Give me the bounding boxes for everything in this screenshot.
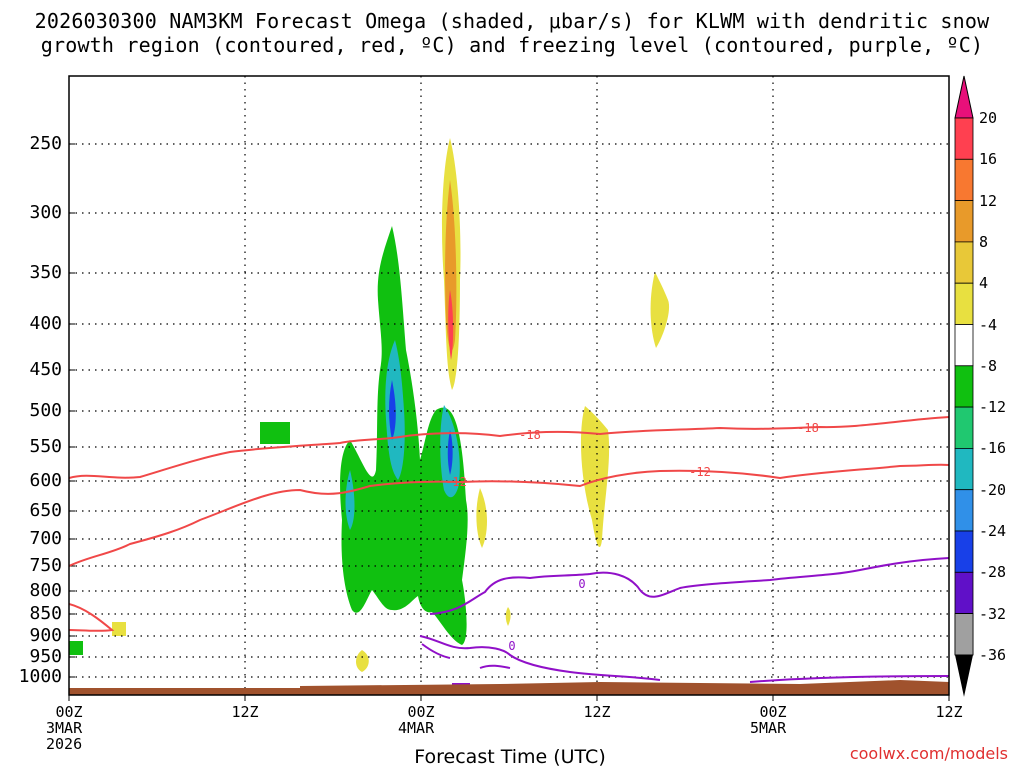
colorbar-swatch [954, 406, 974, 449]
contour-label-minus-12: -12 [445, 475, 467, 489]
colorbar-level-label: 12 [979, 191, 998, 210]
contour-freezing-level-low [419, 635, 949, 686]
x-tick-label: 00Z [407, 703, 435, 721]
colorbar-level-label: -16 [979, 439, 1007, 458]
omega-region-strong-negative-3 [345, 470, 355, 530]
colorbar-level-label: 20 [979, 109, 998, 127]
contour-freezing-level [429, 557, 949, 615]
colorbar-top-arrow [954, 75, 974, 119]
contour-label-minus-18-b: -18 [797, 421, 819, 435]
y-tick-label: 650 [29, 500, 62, 521]
contour-dsgr-minus-12-low [69, 603, 115, 632]
x-tick-label: 12Z [583, 703, 611, 721]
colorbar-swatch [954, 365, 974, 408]
chart-title-line-2: growth region (contoured, red, ºC) and f… [40, 33, 984, 57]
omega-region-max-negative [389, 380, 396, 440]
colorbar-level-label: 16 [979, 150, 998, 169]
omega-region-max-negative-2 [447, 430, 453, 475]
y-tick-label: 750 [29, 555, 62, 576]
y-tick-label: 600 [29, 470, 62, 491]
x-axis-label: Forecast Time (UTC) [414, 746, 606, 768]
plot-frame [68, 75, 950, 696]
omega-region-strong-positive [445, 180, 457, 351]
colorbar-swatch [954, 447, 974, 491]
colorbar-level-label: 4 [979, 274, 989, 293]
colorbar-level-label: -8 [979, 356, 998, 375]
colorbar-level-label: -4 [979, 315, 998, 334]
y-tick-label: 350 [29, 262, 62, 283]
x-tick-date-label: 2026 [46, 735, 83, 753]
colorbar-level-label: -32 [979, 604, 1007, 623]
y-tick-label: 250 [29, 133, 62, 154]
colorbar-level-label: -12 [979, 398, 1007, 417]
y-tick-label: 900 [29, 625, 62, 646]
contour-dsgr-minus-12 [69, 463, 949, 567]
x-tick-label: 00Z [759, 703, 787, 721]
omega-region-positive-7 [505, 607, 511, 626]
x-tick-label: 12Z [231, 703, 259, 721]
colorbar-swatch [954, 489, 974, 532]
x-tick-date-label: 5MAR [750, 719, 787, 737]
colorbar-level-label: -20 [979, 480, 1007, 499]
credit-link[interactable]: coolwx.com/models [849, 744, 1008, 763]
contour-label-minus-18: -18 [519, 428, 541, 442]
y-tick-label: 1000 [18, 666, 62, 687]
terrain [69, 680, 949, 695]
y-tick-label: 500 [29, 400, 62, 421]
colorbar-swatch [954, 200, 974, 243]
colorbar-level-label: -24 [979, 522, 1007, 540]
x-tick-label: 00Z [55, 703, 83, 721]
contour-dsgr-minus-18 [69, 416, 949, 479]
contours: -18 -18 -12 -12 0 0 [69, 416, 949, 686]
x-tick-date-label: 4MAR [398, 719, 435, 737]
contour-label-minus-12-b: -12 [689, 465, 711, 479]
omega-region-positive-4 [476, 488, 487, 548]
omega-region-max-positive [448, 290, 454, 360]
y-tick-label: 300 [29, 202, 62, 223]
colorbar-level-label: -36 [979, 645, 1007, 664]
y-tick-label: 800 [29, 580, 62, 601]
colorbar [954, 75, 974, 697]
x-tick-date-label: 3MAR [46, 719, 83, 737]
grid [68, 76, 950, 701]
y-tick-label: 550 [29, 436, 62, 457]
chart-title-line-1: 2026030300 NAM3KM Forecast Omega (shaded… [34, 9, 990, 33]
contour-label-freezing: 0 [578, 577, 585, 591]
omega-region-positive-3 [580, 406, 610, 548]
omega-region-positive-5 [356, 650, 369, 672]
colorbar-swatch [954, 241, 974, 284]
y-tick-label: 850 [29, 603, 62, 624]
colorbar-level-label: 8 [979, 232, 989, 251]
omega-region-positive-6 [112, 622, 126, 636]
colorbar-swatch [954, 117, 974, 160]
y-tick-label: 700 [29, 528, 62, 549]
omega-region-small-2 [69, 641, 83, 655]
contour-label-freezing-b: 0 [508, 639, 515, 653]
omega-region-positive-2 [650, 272, 670, 348]
colorbar-swatch [954, 571, 974, 614]
colorbar-swatch [954, 158, 974, 202]
omega-region-small-1 [260, 422, 290, 444]
colorbar-swatch [954, 324, 974, 367]
x-tick-label: 12Z [935, 703, 963, 721]
colorbar-swatch [954, 282, 974, 325]
colorbar-swatch [954, 613, 974, 656]
colorbar-level-label: -28 [979, 563, 1007, 582]
y-tick-label: 450 [29, 359, 62, 380]
omega-shading [69, 138, 670, 672]
y-tick-label: 400 [29, 313, 62, 334]
y-tick-label: 950 [29, 646, 62, 667]
colorbar-bottom-arrow [955, 654, 973, 697]
colorbar-swatch [954, 530, 974, 573]
